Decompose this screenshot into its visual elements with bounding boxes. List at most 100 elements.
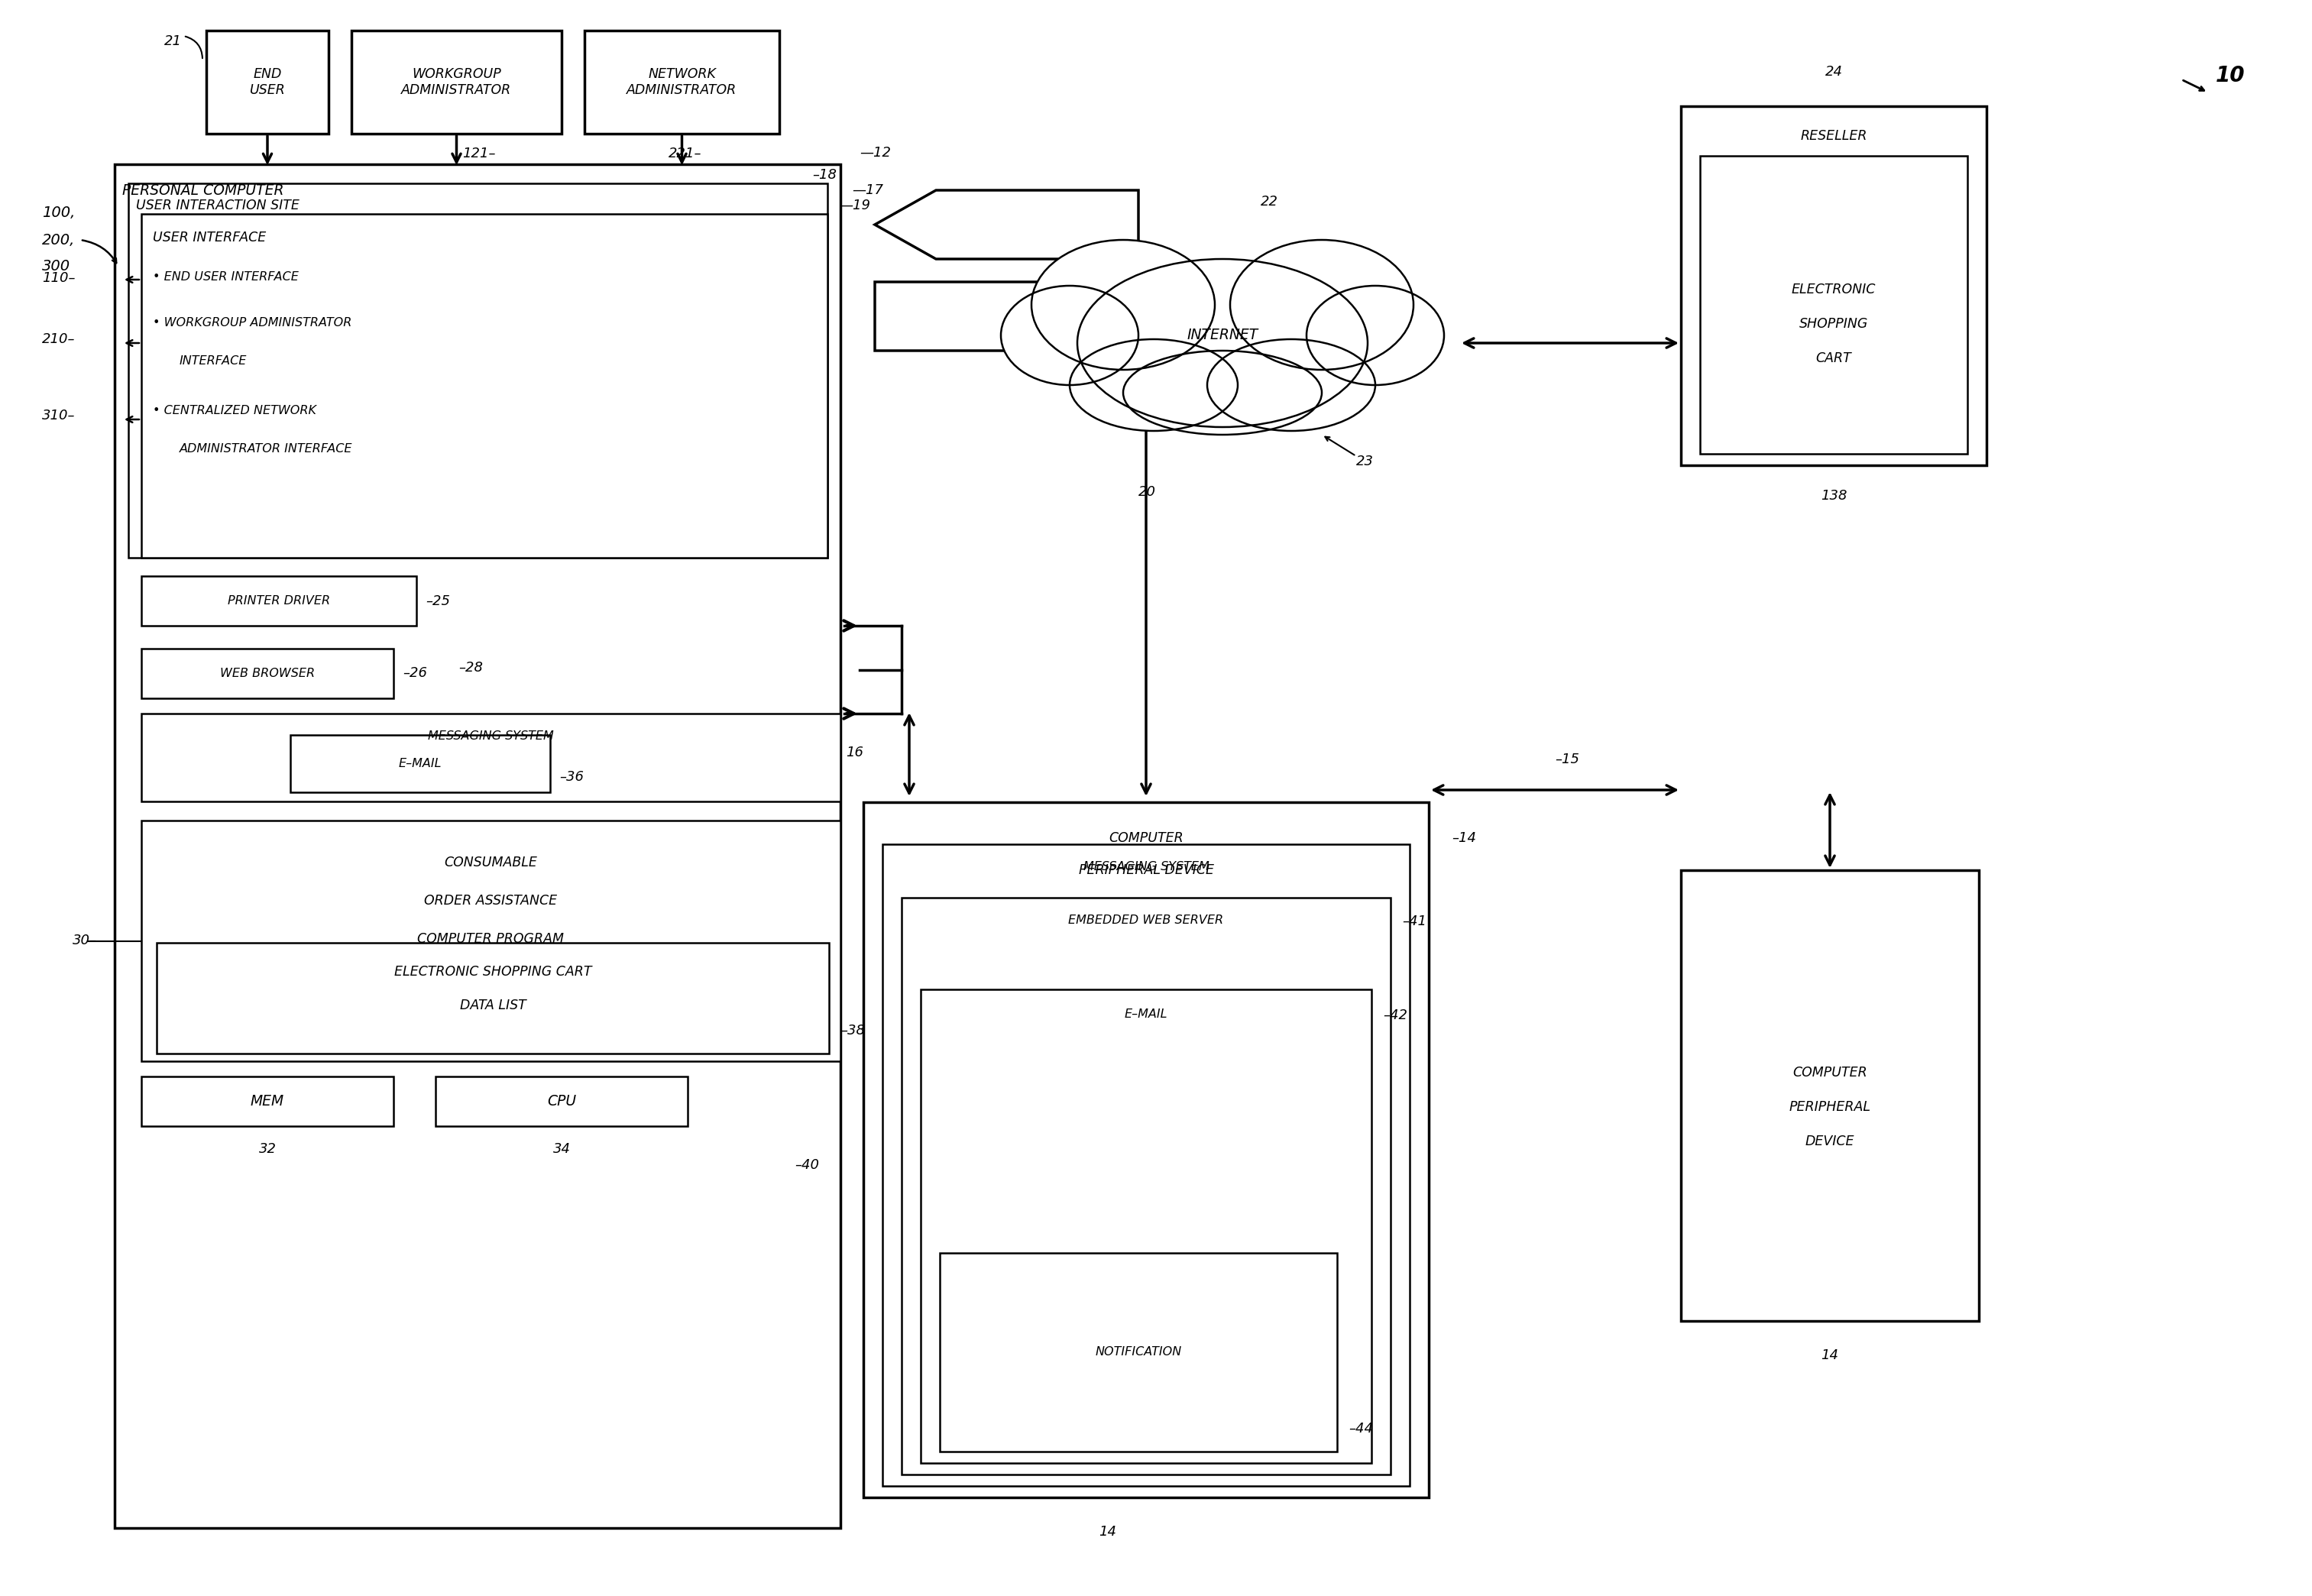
Bar	[141, 713, 842, 801]
Text: —17: —17	[851, 184, 883, 198]
Ellipse shape	[1306, 286, 1445, 385]
Text: 138: 138	[1820, 488, 1847, 503]
Text: 221–: 221–	[668, 147, 703, 161]
Text: 110–: 110–	[42, 271, 76, 286]
Polygon shape	[874, 282, 1138, 351]
Ellipse shape	[1207, 340, 1376, 431]
Bar	[585, 30, 779, 134]
Text: CART: CART	[1815, 351, 1852, 365]
Text: 310–: 310–	[42, 409, 76, 423]
Bar	[435, 1076, 687, 1127]
Text: • CENTRALIZED NETWORK: • CENTRALIZED NETWORK	[153, 405, 317, 417]
Text: CONSUMABLE: CONSUMABLE	[444, 855, 536, 870]
Text: WORKGROUP
ADMINISTRATOR: WORKGROUP ADMINISTRATOR	[402, 67, 511, 97]
Text: COMPUTER PROGRAM: COMPUTER PROGRAM	[418, 932, 564, 946]
Bar	[157, 943, 830, 1053]
Text: 100,: 100,	[42, 206, 76, 220]
Text: 23: 23	[1357, 455, 1373, 468]
Text: USER INTERACTION SITE: USER INTERACTION SITE	[136, 198, 301, 212]
Text: COMPUTER: COMPUTER	[1792, 1066, 1868, 1079]
Text: PERIPHERAL: PERIPHERAL	[1789, 1100, 1870, 1114]
Bar	[351, 30, 562, 134]
Text: –40: –40	[795, 1159, 818, 1171]
Ellipse shape	[1031, 239, 1214, 370]
Bar	[141, 820, 842, 1061]
Ellipse shape	[1230, 239, 1413, 370]
Text: 16: 16	[846, 745, 862, 760]
Ellipse shape	[1077, 259, 1369, 428]
Bar	[883, 844, 1410, 1486]
Text: 30–: 30–	[72, 934, 97, 948]
Text: EMBEDDED WEB SERVER: EMBEDDED WEB SERVER	[1068, 915, 1223, 926]
Text: 34: 34	[553, 1143, 571, 1156]
Text: NOTIFICATION: NOTIFICATION	[1096, 1347, 1181, 1358]
Bar	[141, 576, 416, 626]
Text: –41: –41	[1401, 915, 1427, 929]
Text: SHOPPING: SHOPPING	[1799, 318, 1868, 330]
Text: ELECTRONIC: ELECTRONIC	[1792, 282, 1875, 297]
Text: 32: 32	[259, 1143, 275, 1156]
Text: –42: –42	[1383, 1009, 1408, 1021]
Text: –25: –25	[425, 594, 451, 608]
Text: –44: –44	[1348, 1422, 1373, 1435]
Bar	[1681, 870, 1979, 1321]
Text: 14: 14	[1098, 1524, 1117, 1539]
Text: ELECTRONIC SHOPPING CART: ELECTRONIC SHOPPING CART	[393, 966, 592, 978]
Bar	[920, 990, 1371, 1464]
Text: —12: —12	[860, 145, 890, 160]
Text: –14: –14	[1452, 832, 1475, 844]
Text: PERIPHERAL DEVICE: PERIPHERAL DEVICE	[1077, 863, 1214, 878]
Text: MEM: MEM	[250, 1093, 284, 1109]
Bar	[141, 214, 828, 557]
Text: ORDER ASSISTANCE: ORDER ASSISTANCE	[425, 894, 557, 908]
Text: MESSAGING SYSTEM: MESSAGING SYSTEM	[428, 731, 555, 742]
Text: 300: 300	[42, 260, 69, 275]
Text: PERSONAL COMPUTER: PERSONAL COMPUTER	[123, 184, 284, 198]
Text: MESSAGING SYSTEM: MESSAGING SYSTEM	[1082, 860, 1209, 873]
Text: WEB BROWSER: WEB BROWSER	[220, 667, 314, 680]
Text: CPU: CPU	[548, 1093, 576, 1109]
Text: –36: –36	[560, 771, 583, 784]
Text: 22: 22	[1260, 195, 1279, 209]
Bar	[141, 648, 393, 699]
Polygon shape	[874, 190, 1138, 259]
Text: 14: 14	[1822, 1349, 1838, 1363]
Text: INTERNET: INTERNET	[1186, 329, 1258, 343]
Bar	[206, 30, 328, 134]
Ellipse shape	[1124, 351, 1322, 434]
Bar	[902, 897, 1390, 1475]
Text: 20: 20	[1138, 485, 1156, 500]
Text: E–MAIL: E–MAIL	[398, 758, 442, 769]
Text: –28: –28	[458, 661, 483, 675]
Text: 21: 21	[164, 35, 183, 48]
Text: END
USER: END USER	[250, 67, 284, 97]
Bar	[1681, 107, 1986, 466]
Ellipse shape	[1001, 286, 1138, 385]
Text: PRINTER DRIVER: PRINTER DRIVER	[227, 595, 331, 606]
Text: RESELLER: RESELLER	[1801, 129, 1868, 144]
Text: –38: –38	[842, 1023, 865, 1037]
Text: 10: 10	[2215, 65, 2245, 86]
Text: ADMINISTRATOR INTERFACE: ADMINISTRATOR INTERFACE	[180, 444, 354, 455]
Bar	[1699, 156, 1968, 453]
Text: USER INTERFACE: USER INTERFACE	[153, 231, 266, 244]
Text: –15: –15	[1556, 753, 1579, 766]
Text: –18: –18	[812, 168, 837, 182]
Bar	[116, 164, 842, 1527]
Text: —19: —19	[839, 198, 869, 212]
Text: NETWORK
ADMINISTRATOR: NETWORK ADMINISTRATOR	[627, 67, 738, 97]
Text: 24: 24	[1824, 65, 1843, 78]
Text: 121–: 121–	[462, 147, 495, 161]
Ellipse shape	[1070, 340, 1237, 431]
Text: DATA LIST: DATA LIST	[460, 999, 525, 1012]
Text: • WORKGROUP ADMINISTRATOR: • WORKGROUP ADMINISTRATOR	[153, 318, 351, 329]
Text: DEVICE: DEVICE	[1806, 1135, 1854, 1148]
Text: 210–: 210–	[42, 332, 76, 346]
Text: E–MAIL: E–MAIL	[1124, 1009, 1168, 1020]
Bar	[291, 736, 550, 792]
Bar	[862, 803, 1429, 1497]
Text: INTERFACE: INTERFACE	[180, 356, 247, 367]
Bar	[129, 184, 828, 557]
Text: • END USER INTERFACE: • END USER INTERFACE	[153, 271, 298, 282]
Bar	[939, 1253, 1336, 1452]
